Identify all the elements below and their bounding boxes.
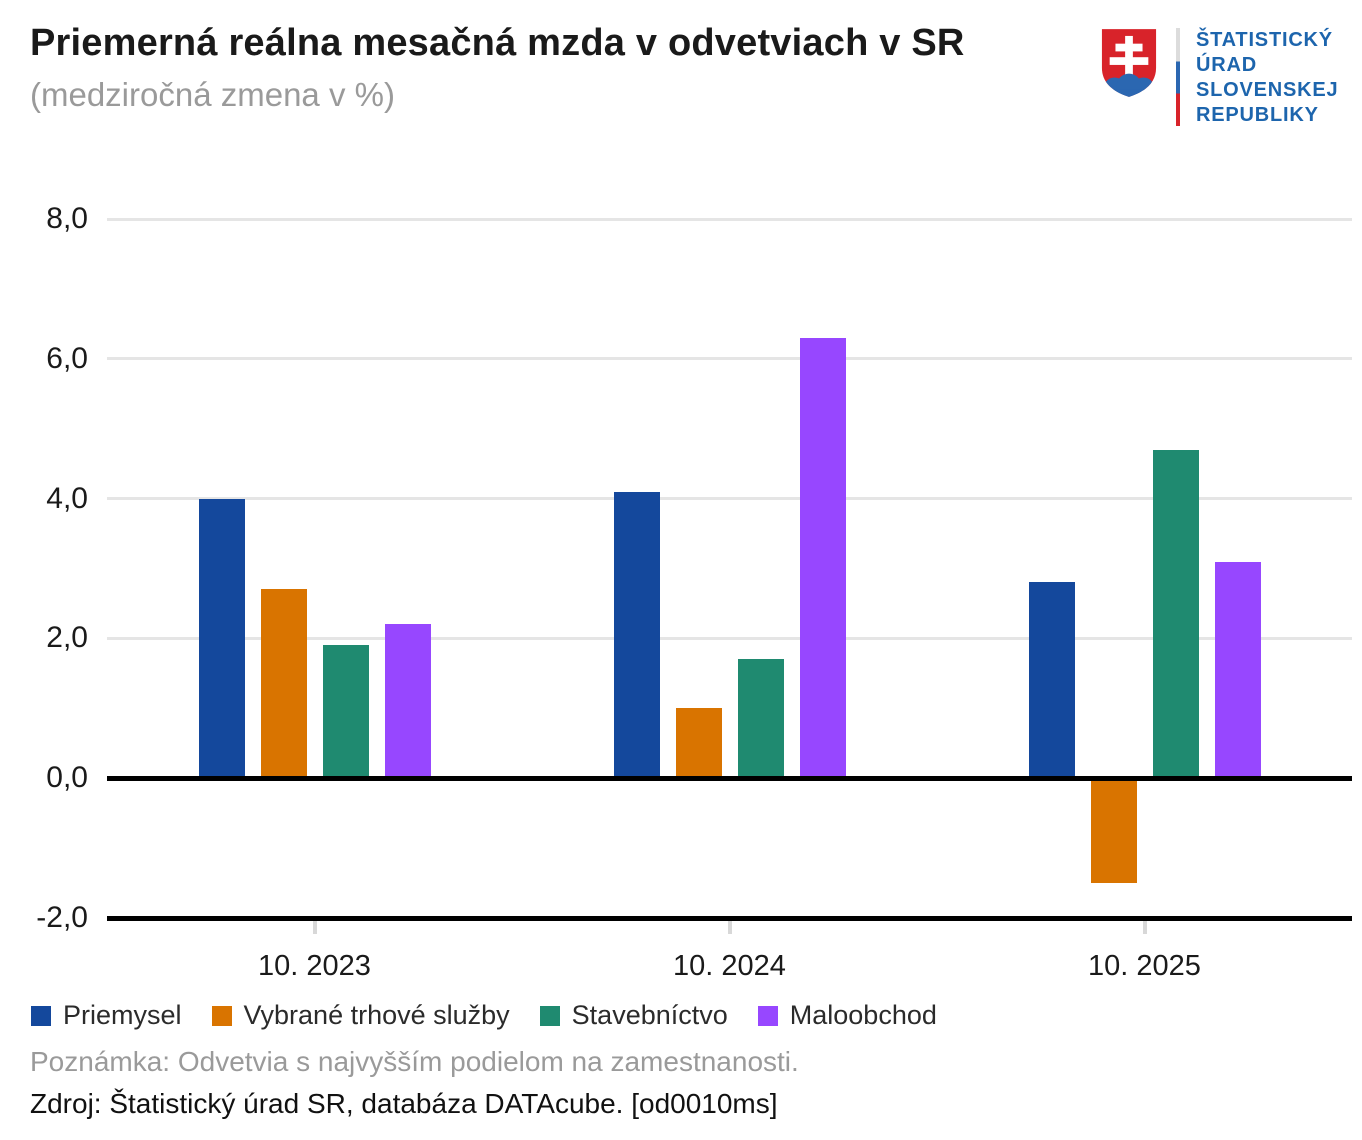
y-axis-tick-label: 2,0 <box>46 621 88 655</box>
bar-stavebn-ctvo-10-2023 <box>322 645 369 779</box>
statistical-office-logo: ŠTATISTICKÝ ÚRAD SLOVENSKEJ REPUBLIKY <box>1100 26 1338 128</box>
logo-text-line: REPUBLIKY <box>1196 104 1319 126</box>
chart-legend: Priemysel Vybrané trhové služby Stavebníct… <box>31 1000 937 1031</box>
page-subtitle: (medziročná zmena v %) <box>30 76 395 113</box>
bar-maloobchod-10-2023 <box>384 624 431 779</box>
legend-label: Vybrané trhové služby <box>243 1000 510 1030</box>
bar-priemysel-10-2025 <box>1028 582 1075 779</box>
x-axis-category-label: 10. 2023 <box>258 950 371 982</box>
y-axis-tick-label: 8,0 <box>46 202 88 235</box>
logo-text-line: ŠTATISTICKÝ <box>1196 29 1333 51</box>
gridline-2,0 <box>107 636 1352 640</box>
legend-label: Priemysel <box>63 1000 182 1030</box>
x-axis-category-label: 10. 2025 <box>1088 950 1201 982</box>
zero-axis-line <box>107 775 1352 781</box>
y-axis-tick-label: 0,0 <box>46 761 88 795</box>
x-axis-category-label: 10. 2024 <box>673 950 786 982</box>
chart-source: Zdroj: Štatistický úrad SR, databáza DAT… <box>30 1088 778 1119</box>
legend-swatch-icon <box>757 1005 778 1026</box>
bar-priemysel-10-2023 <box>198 498 245 779</box>
logo-text-line: SLOVENSKEJ <box>1196 79 1339 101</box>
bar-maloobchod-10-2025 <box>1214 561 1261 779</box>
gridline-8,0 <box>107 217 1352 221</box>
legend-label: Maloobchod <box>789 1000 937 1030</box>
chart-note: Poznámka: Odvetvia s najvyšším podielom … <box>30 1046 799 1077</box>
bar-vybran-trhov-slu-by-10-2025 <box>1090 778 1137 884</box>
bar-priemysel-10-2024 <box>613 491 660 779</box>
slovak-coat-of-arms-icon <box>1101 29 1157 97</box>
x-axis-tick <box>727 920 732 934</box>
legend-swatch-icon <box>31 1005 51 1026</box>
bar-vybran-trhov-slu-by-10-2023 <box>260 589 307 779</box>
legend-item-stavebn-ctvo: Stavebníctvo <box>539 1000 728 1031</box>
legend-item-vybran-trhov-slu-by: Vybrané trhové služby <box>211 1000 510 1031</box>
x-axis-line <box>107 915 1352 921</box>
gridline-6,0 <box>107 357 1352 361</box>
logo-text-line: ÚRAD <box>1196 54 1257 76</box>
y-axis-tick-label: 4,0 <box>46 481 88 515</box>
logo-text: ŠTATISTICKÝ ÚRAD SLOVENSKEJ REPUBLIKY <box>1196 28 1338 128</box>
legend-swatch-icon <box>211 1005 232 1026</box>
y-axis-tick-label: -2,0 <box>36 901 88 934</box>
x-axis-tick <box>1142 920 1147 934</box>
bar-stavebn-ctvo-10-2025 <box>1152 449 1199 779</box>
bar-maloobchod-10-2024 <box>799 337 846 779</box>
y-axis-tick-label: 6,0 <box>46 341 88 375</box>
bar-stavebn-ctvo-10-2024 <box>737 659 784 779</box>
gridline-4,0 <box>107 497 1352 501</box>
logo-tricolor-divider <box>1176 28 1180 126</box>
bar-vybran-trhov-slu-by-10-2024 <box>675 708 722 779</box>
x-axis-tick <box>312 920 317 934</box>
page-title: Priemerná reálna mesačná mzda v odvetvia… <box>30 22 965 64</box>
legend-label: Stavebníctvo <box>571 1000 728 1030</box>
legend-swatch-icon <box>539 1005 560 1026</box>
legend-item-maloobchod: Maloobchod <box>757 1000 937 1031</box>
legend-item-priemysel: Priemysel <box>31 1000 182 1031</box>
